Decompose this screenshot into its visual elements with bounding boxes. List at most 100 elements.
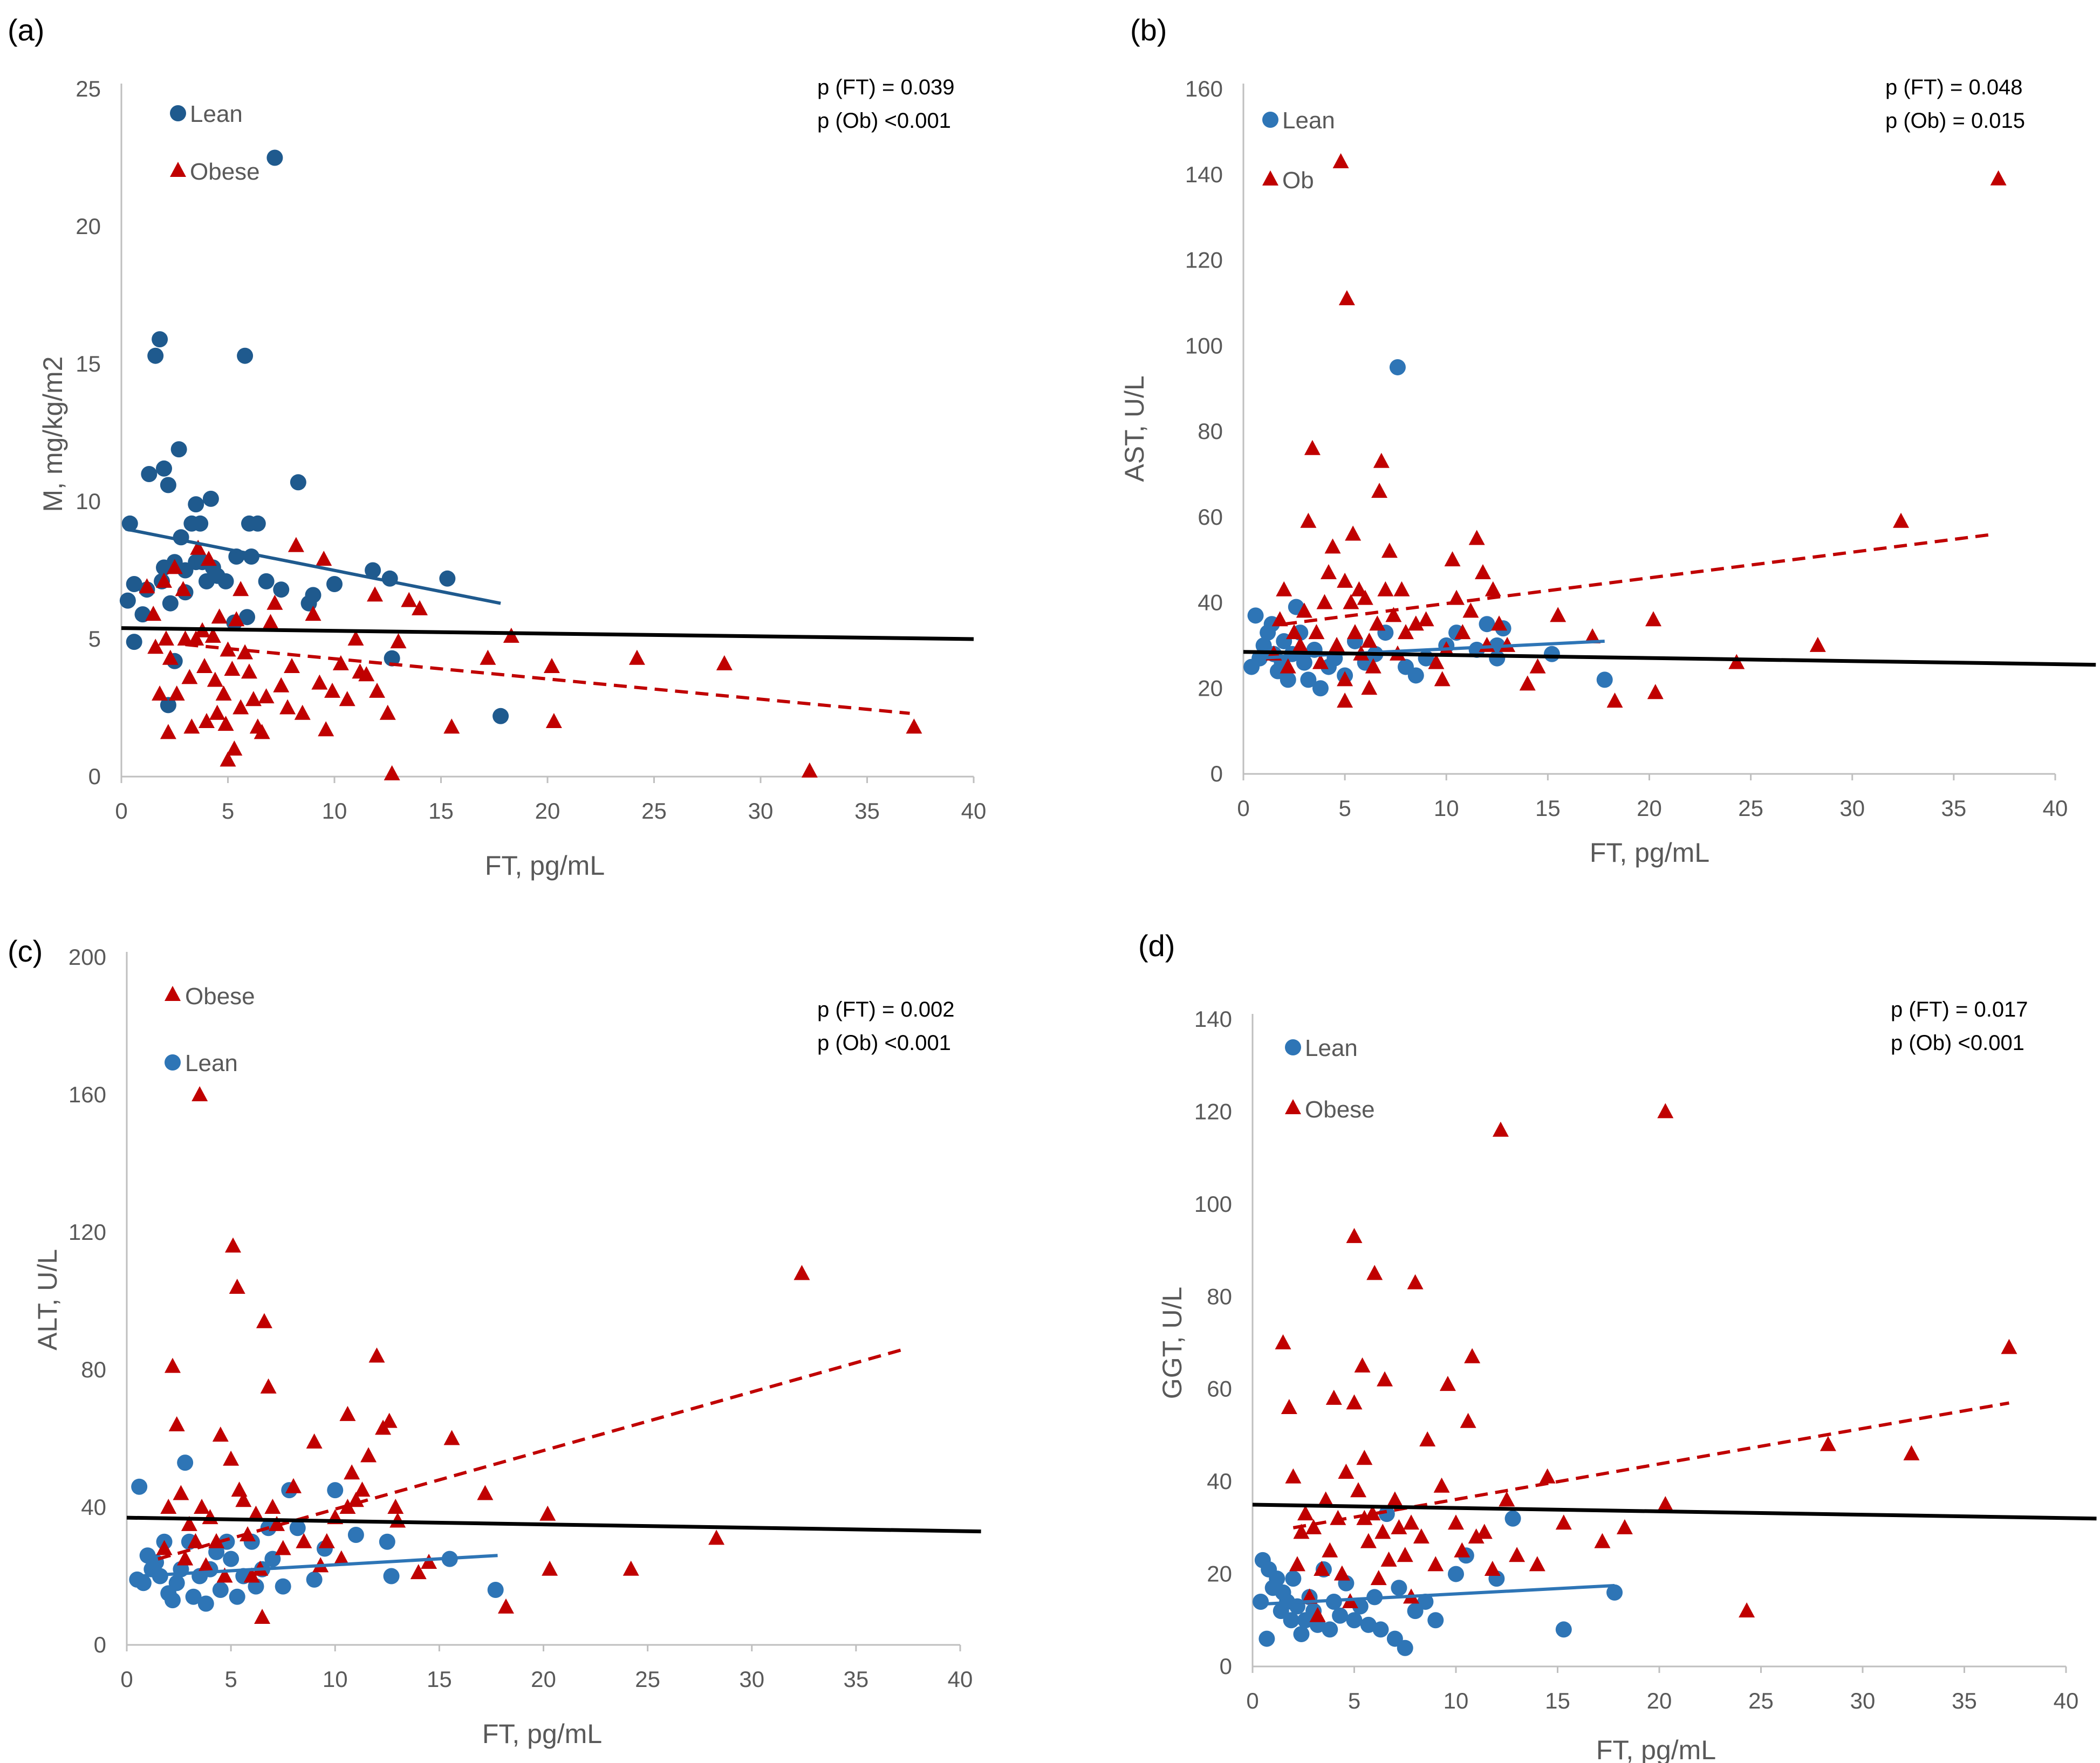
panel-a-pvalue-ft: p (FT) = 0.039 [817,76,955,99]
lean-point [258,573,275,589]
lean-point [379,1533,395,1550]
obese-point [199,713,215,728]
lean-point [126,634,142,650]
obese-point [1350,1482,1367,1498]
x-tick-label: 20 [1637,795,1662,821]
lean-point [1555,1621,1572,1638]
x-tick-label: 40 [961,798,987,824]
obese-point [1381,543,1398,558]
lean-point [439,570,456,587]
obese-point [1391,1519,1407,1534]
obese-point [1434,671,1451,687]
obese-point [1316,594,1333,609]
obese-point [1484,1561,1501,1576]
y-tick-label: 200 [69,944,106,970]
lean-point [347,1527,364,1543]
lean-point [1280,671,1296,688]
obese-point [539,1505,556,1521]
obese-point [164,1357,181,1373]
obese-point [1419,1431,1436,1446]
obese-point [187,1533,204,1548]
obese-point [1304,440,1321,455]
panel-b-letter: (b) [1130,13,1167,47]
obese-point [1281,1399,1297,1414]
panel-a-pvalue-ob: p (Ob) <0.001 [817,109,951,133]
legend-obese-marker [170,162,186,177]
obese-point [1286,624,1303,640]
lean-point [170,441,187,458]
y-tick-label: 20 [1207,1561,1232,1587]
lean-point [383,1568,400,1584]
obese-point [318,721,334,737]
obese-point [152,685,168,701]
lean-point [1397,1639,1413,1656]
x-tick-label: 15 [1535,795,1561,821]
legend-obese-label: Obese [185,983,255,1010]
obese-point [1529,1556,1545,1572]
obese-point [1351,581,1367,596]
panel-c: (c) 0 5 10 15 20 25 30 35 40 0 40 80 120 160 200 FT, p… [8,934,981,1749]
obese-point [1403,1514,1420,1530]
lean-point [275,1578,291,1595]
x-tick-label: 15 [427,1666,452,1692]
lean-point [1247,607,1264,624]
obese-point [1444,551,1461,567]
x-tick-label: 30 [1850,1688,1876,1713]
obese-point [254,724,270,739]
panel-b-series-obese [1266,153,2007,708]
x-tick-label: 5 [1338,795,1351,821]
obese-point [212,1426,229,1442]
obese-point [1439,1376,1456,1391]
obese-point [217,716,234,731]
x-tick-label: 10 [1444,1688,1469,1713]
obese-point [1468,530,1485,545]
obese-point [168,685,185,701]
obese-point [1407,1274,1424,1289]
obese-point [232,581,249,596]
y-tick-label: 160 [1185,76,1223,101]
lean-point [1269,1570,1285,1587]
obese-point [1370,1570,1387,1586]
obese-point [368,1347,385,1363]
obese-point [1645,611,1662,627]
obese-point [223,1450,240,1466]
panel-a-letter: (a) [8,13,44,47]
obese-point [1373,452,1390,468]
obese-point [1369,615,1386,631]
obese-point [1739,1602,1755,1618]
obese-point [1433,1477,1450,1493]
obese-point [1990,170,2007,186]
obese-point [1325,1389,1342,1405]
obese-point [344,1464,360,1480]
x-tick-label: 0 [115,798,127,824]
obese-point [1366,1265,1383,1280]
obese-point [390,633,407,649]
obese-point [1374,1524,1391,1539]
obese-point [215,685,232,701]
obese-point [1606,692,1623,708]
y-tick-label: 100 [1194,1191,1232,1217]
obese-point [1345,525,1362,541]
lean-point [1378,1506,1395,1522]
x-tick-label: 30 [748,798,774,824]
lean-point [289,1520,306,1536]
y-tick-label: 15 [76,351,101,376]
obese-point [139,578,155,594]
obese-point [1364,1505,1381,1521]
obese-point [443,718,460,734]
obese-point [1492,1121,1509,1137]
obese-point [347,630,364,646]
lean-point [1596,671,1613,688]
obese-point [1346,1227,1363,1243]
obese-point [1322,1542,1338,1558]
panel-d-series-lean [1253,1506,1623,1656]
obese-point [480,649,496,665]
panel-d-pvalue-ob: p (Ob) <0.001 [1891,1031,2024,1055]
obese-point [1594,1533,1611,1548]
panel-b-trendline-overall [1243,650,2096,667]
obese-point [1280,658,1296,674]
lean-point [1504,1510,1521,1527]
obese-point [181,669,198,684]
panel-c-trendline-lean [137,1554,498,1578]
panel-a-ylabel: M, mg/kg/m2 [38,356,68,512]
